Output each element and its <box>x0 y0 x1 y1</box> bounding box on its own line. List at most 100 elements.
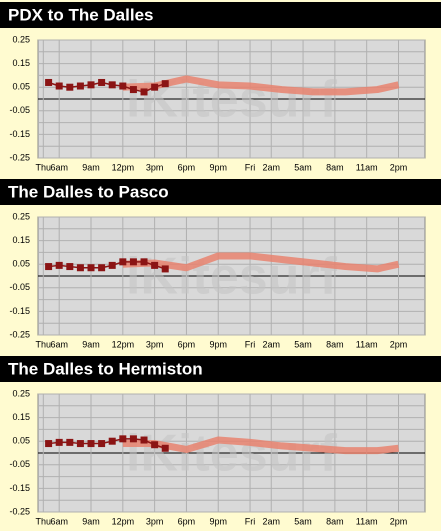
x-tick-label: 6am <box>50 516 68 526</box>
x-tick-label: 11am <box>356 516 378 526</box>
observed-point <box>76 82 84 90</box>
chart-title: The Dalles to Pasco <box>8 182 169 201</box>
observed-point <box>98 440 106 448</box>
y-tick-label: -0.05 <box>9 282 30 292</box>
y-tick-label: 0.05 <box>12 259 30 269</box>
observed-point <box>129 258 137 266</box>
y-tick-label: 0.05 <box>12 82 30 92</box>
observed-point <box>140 88 148 96</box>
watermark: iKitesurf <box>126 71 338 129</box>
y-tick-label: 0.15 <box>12 235 30 245</box>
observed-point <box>161 444 169 452</box>
y-tick-label: 0.25 <box>12 34 30 44</box>
forecast-line <box>122 436 399 455</box>
observed-point <box>98 78 106 86</box>
x-tick-label: 9am <box>82 339 100 349</box>
observed-point <box>161 80 169 88</box>
x-tick-label: 11am <box>356 339 378 349</box>
y-tick-label: -0.15 <box>9 129 30 139</box>
observed-point <box>108 261 116 269</box>
observed-point <box>151 441 159 449</box>
x-tick-label: 6am <box>50 339 68 349</box>
title-bar <box>0 2 441 28</box>
x-tick-label: 11am <box>356 162 378 172</box>
forecast-line <box>122 75 400 96</box>
x-tick-label: Fri <box>245 162 256 172</box>
y-tick-label: 0.25 <box>12 211 30 221</box>
observed-point <box>87 440 95 448</box>
observed-point <box>119 435 127 443</box>
y-tick-label: -0.05 <box>9 105 30 115</box>
x-tick-label: 3pm <box>146 162 164 172</box>
watermark: iKitesurf <box>126 425 338 483</box>
x-tick-label: 2am <box>263 339 281 349</box>
x-tick-label: 3pm <box>146 516 164 526</box>
y-tick-label: -0.15 <box>9 483 30 493</box>
x-tick-label: Thu <box>36 339 52 349</box>
observed-point <box>119 258 127 266</box>
x-tick-label: 5am <box>294 516 312 526</box>
y-tick-label: -0.05 <box>9 459 30 469</box>
x-tick-label: 6am <box>50 162 68 172</box>
observed-point <box>45 263 53 271</box>
y-tick-label: 0.05 <box>12 436 30 446</box>
observed-point <box>66 438 74 446</box>
x-tick-label: 9pm <box>209 339 227 349</box>
observed-point <box>140 258 148 266</box>
x-tick-label: Fri <box>245 339 256 349</box>
forecast-line <box>122 252 400 273</box>
chart-title: PDX to The Dalles <box>8 5 153 24</box>
x-tick-label: 5am <box>294 162 312 172</box>
x-tick-label: Fri <box>245 516 256 526</box>
x-tick-label: 5am <box>294 339 312 349</box>
title-bar <box>0 179 441 205</box>
observed-point <box>119 82 127 90</box>
observed-point <box>55 261 63 269</box>
x-tick-label: 9am <box>82 516 100 526</box>
observed-point <box>108 81 116 89</box>
observed-point <box>87 81 95 89</box>
x-tick-label: 12pm <box>112 162 135 172</box>
x-tick-label: 2am <box>263 162 281 172</box>
y-tick-label: 0.25 <box>12 388 30 398</box>
x-tick-label: 6pm <box>178 516 196 526</box>
y-tick-label: -0.15 <box>9 306 30 316</box>
observed-point <box>55 438 63 446</box>
x-tick-label: 3pm <box>146 339 164 349</box>
x-tick-label: 2pm <box>390 339 408 349</box>
observed-point <box>76 440 84 448</box>
observed-point <box>76 264 84 272</box>
chart-title: The Dalles to Hermiston <box>8 359 203 378</box>
observed-point <box>108 437 116 445</box>
observed-point <box>129 86 137 94</box>
x-tick-label: 12pm <box>112 516 135 526</box>
x-tick-label: 8am <box>326 339 344 349</box>
y-tick-label: -0.25 <box>9 152 30 162</box>
x-tick-label: 9am <box>82 162 100 172</box>
x-tick-label: 6pm <box>178 339 196 349</box>
observed-point <box>45 440 53 448</box>
title-bar <box>0 356 441 382</box>
observed-point <box>151 83 159 91</box>
observed-point <box>45 78 53 86</box>
y-tick-label: 0.15 <box>12 412 30 422</box>
observed-point <box>87 264 95 272</box>
observed-point <box>98 264 106 272</box>
x-tick-label: Thu <box>36 516 52 526</box>
x-tick-label: Thu <box>36 162 52 172</box>
x-tick-label: 6pm <box>178 162 196 172</box>
x-tick-label: 8am <box>326 162 344 172</box>
x-tick-label: 9pm <box>209 516 227 526</box>
observed-point <box>161 265 169 273</box>
observed-point <box>66 263 74 271</box>
y-tick-label: 0.15 <box>12 58 30 68</box>
y-tick-label: -0.25 <box>9 329 30 339</box>
observed-point <box>129 435 137 443</box>
x-tick-label: 2am <box>263 516 281 526</box>
observed-point <box>66 83 74 91</box>
observed-point <box>151 261 159 269</box>
x-tick-label: 8am <box>326 516 344 526</box>
x-tick-label: 9pm <box>209 162 227 172</box>
observed-point <box>140 436 148 444</box>
